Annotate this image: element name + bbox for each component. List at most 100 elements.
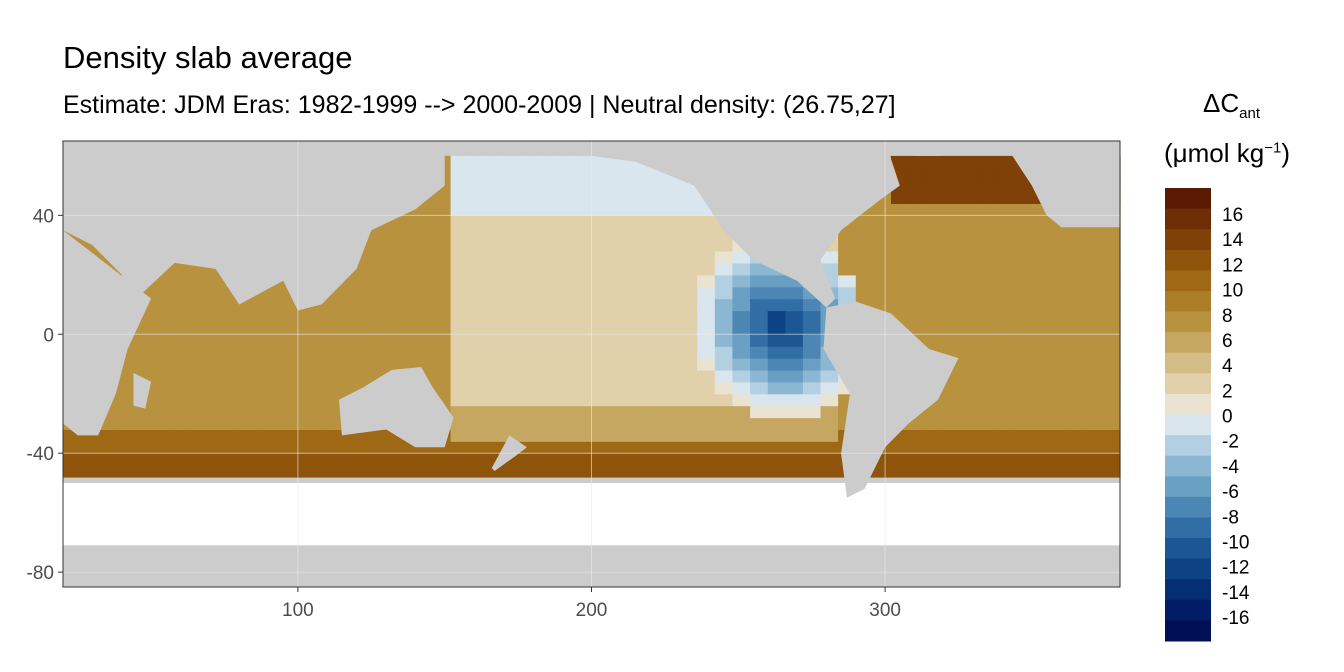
value-cell	[538, 405, 557, 419]
land-europe-wrap	[1002, 141, 1120, 228]
value-cell	[591, 441, 610, 454]
value-cell	[609, 239, 628, 252]
value-cell	[873, 465, 892, 478]
value-cell	[556, 393, 575, 407]
value-cell	[1084, 453, 1103, 466]
value-cell	[591, 334, 610, 347]
value-cell	[274, 441, 293, 454]
value-cell	[1102, 346, 1121, 359]
value-cell	[626, 441, 645, 454]
value-cell	[239, 393, 258, 407]
value-cell	[503, 369, 522, 383]
value-cell	[609, 167, 628, 181]
legend-label: 12	[1222, 255, 1243, 276]
value-cell	[538, 215, 557, 228]
value-cell	[168, 405, 187, 419]
value-cell	[750, 274, 769, 288]
value-cell	[943, 179, 962, 193]
value-cell	[820, 393, 839, 407]
value-cell	[380, 262, 399, 276]
value-cell	[221, 310, 240, 323]
value-cell	[996, 334, 1015, 347]
value-cell	[591, 465, 610, 478]
value-cell	[221, 381, 240, 395]
value-cell	[468, 191, 487, 204]
value-cell	[221, 334, 240, 347]
value-cell	[380, 453, 399, 466]
value-cell	[1067, 322, 1086, 335]
value-cell	[785, 441, 804, 454]
value-cell	[626, 465, 645, 478]
value-cell	[292, 358, 311, 371]
value-cell	[609, 203, 628, 216]
value-cell	[979, 346, 998, 359]
value-cell	[503, 155, 522, 169]
value-cell	[1049, 417, 1068, 430]
value-cell	[556, 215, 575, 228]
value-cell	[591, 310, 610, 323]
value-cell	[1031, 334, 1051, 347]
value-cell	[521, 262, 540, 276]
value-cell	[203, 286, 223, 300]
value-cell	[609, 322, 628, 335]
value-cell	[521, 215, 540, 228]
value-cell	[450, 203, 469, 216]
value-cell	[203, 453, 223, 466]
value-cell	[556, 227, 575, 240]
value-cell	[344, 465, 364, 478]
value-cell	[450, 179, 469, 193]
value-cell	[1067, 453, 1086, 466]
value-cell	[186, 453, 205, 466]
legend-swatch	[1165, 599, 1211, 621]
value-cell	[697, 358, 716, 371]
value-cell	[1084, 334, 1103, 347]
legend-unit-open: (μmol kg	[1164, 138, 1265, 168]
value-cell	[820, 405, 839, 419]
value-cell	[662, 191, 681, 204]
value-cell	[732, 441, 751, 454]
value-cell	[468, 322, 487, 335]
value-cell	[908, 239, 927, 252]
legend-label: 4	[1222, 356, 1233, 377]
value-cell	[485, 441, 504, 454]
value-cell	[644, 322, 663, 335]
value-cell	[468, 310, 487, 323]
value-cell	[309, 310, 328, 323]
value-cell	[802, 346, 822, 359]
value-cell	[186, 286, 205, 300]
value-cell	[168, 322, 187, 335]
value-cell	[485, 274, 504, 288]
value-cell	[785, 346, 804, 359]
value-cell	[697, 393, 716, 407]
value-cell	[292, 465, 311, 478]
value-cell	[468, 262, 487, 276]
value-cell	[450, 358, 469, 371]
value-cell	[926, 429, 945, 442]
value-cell	[979, 227, 998, 240]
value-cell	[609, 346, 628, 359]
value-cell	[1014, 179, 1033, 193]
value-cell	[855, 239, 874, 252]
value-cell	[1049, 393, 1068, 407]
value-cell	[1084, 465, 1103, 478]
value-cell	[767, 310, 786, 323]
value-cell	[662, 453, 681, 466]
value-cell	[151, 369, 170, 383]
value-cell	[432, 191, 452, 204]
value-cell	[1031, 239, 1051, 252]
value-cell	[679, 465, 698, 478]
value-cell	[292, 381, 311, 395]
value-cell	[1102, 322, 1121, 335]
value-cell	[979, 179, 998, 193]
value-cell	[1014, 417, 1033, 430]
value-cell	[450, 286, 469, 300]
value-cell	[1067, 417, 1086, 430]
value-cell	[714, 453, 733, 466]
value-cell	[943, 203, 962, 216]
value-cell	[996, 215, 1015, 228]
legend-swatch	[1165, 517, 1211, 539]
value-cell	[432, 346, 452, 359]
value-cell	[926, 215, 945, 228]
value-cell	[1014, 251, 1033, 264]
value-cell	[609, 227, 628, 240]
